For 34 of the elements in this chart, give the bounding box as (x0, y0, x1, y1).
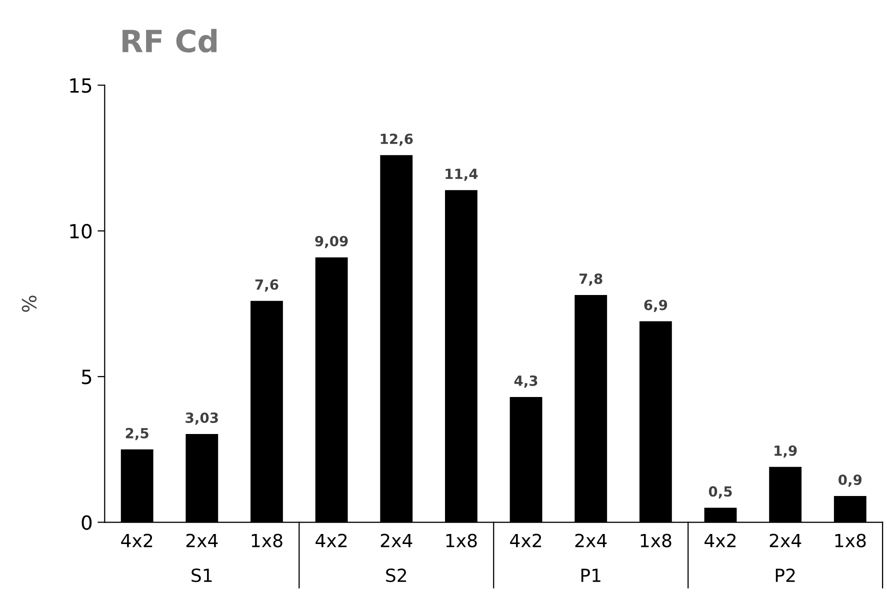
x-tick-label: 1x8 (640, 534, 672, 548)
data-label: 0,9 (838, 474, 862, 487)
x-tick-label: 4x2 (510, 534, 542, 548)
y-tick-label: 10 (70, 224, 92, 239)
text: P1 (581, 568, 600, 582)
chart-title: RF Cd (122, 28, 217, 53)
data-label: 0,5 (708, 486, 732, 498)
y-tick-label: 5 (82, 370, 92, 384)
data-label: 1,9 (774, 445, 797, 458)
text: S1 (192, 568, 212, 582)
data-label: 7,8 (579, 273, 602, 286)
x-tick-label: 2x4 (380, 534, 412, 548)
x-tick-label: 1x8 (252, 534, 282, 548)
data-label: 7,6 (255, 279, 278, 292)
data-label: 3,03 (186, 412, 218, 425)
x-tick-label: 2x4 (770, 534, 802, 548)
x-tick-label: 2x4 (186, 534, 218, 548)
x-tick-label: 1x8 (446, 534, 477, 548)
data-label: 4,3 (514, 375, 538, 388)
x-tick-label: 4x2 (121, 534, 152, 548)
y-tick-label: 0 (82, 515, 92, 530)
data-label: 9,09 (315, 236, 348, 248)
x-tick-label: 2x4 (575, 534, 607, 548)
x-tick-label: 1x8 (835, 534, 866, 548)
data-label: 6,9 (644, 300, 668, 312)
y-tick-label: 15 (70, 78, 92, 93)
data-label: 11,4 (446, 168, 478, 181)
text: S2 (386, 568, 406, 582)
x-tick-label: 4x2 (704, 534, 736, 548)
text: P2 (776, 568, 795, 582)
data-label: 12,6 (380, 134, 413, 146)
x-tick-label: 4x2 (316, 534, 347, 548)
data-label: 2,5 (126, 428, 148, 440)
y-axis-title: % (22, 296, 37, 312)
